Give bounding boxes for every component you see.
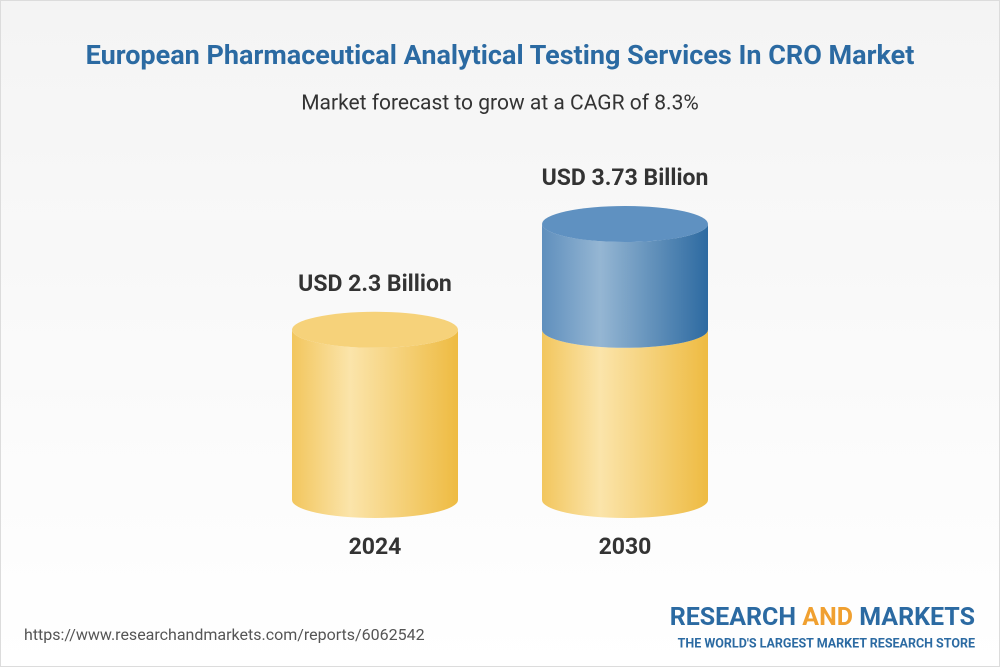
cylinder-top xyxy=(542,205,708,242)
source-url: https://www.researchandmarkets.com/repor… xyxy=(24,625,425,644)
cylinder xyxy=(542,205,708,518)
x-tick-label: 2024 xyxy=(349,533,402,560)
brand-part: AND xyxy=(802,603,853,632)
brand-part: MARKETS xyxy=(859,603,975,632)
chart-title: European Pharmaceutical Analytical Testi… xyxy=(86,39,915,71)
brand: RESEARCH AND MARKETS xyxy=(670,603,975,632)
brand-tagline: THE WORLD'S LARGEST MARKET RESEARCH STOR… xyxy=(678,636,975,651)
cylinder-body xyxy=(542,223,708,348)
cylinder xyxy=(292,311,458,518)
cylinder-top xyxy=(292,311,458,348)
value-label: USD 3.73 Billion xyxy=(542,164,709,191)
cylinder-body xyxy=(292,329,458,518)
brand-part: RESEARCH xyxy=(670,603,796,632)
chart-subtitle: Market forecast to grow at a CAGR of 8.3… xyxy=(301,92,699,116)
x-tick-label: 2030 xyxy=(599,533,652,560)
value-label: USD 2.3 Billion xyxy=(298,270,452,297)
cylinder-body xyxy=(542,329,708,518)
